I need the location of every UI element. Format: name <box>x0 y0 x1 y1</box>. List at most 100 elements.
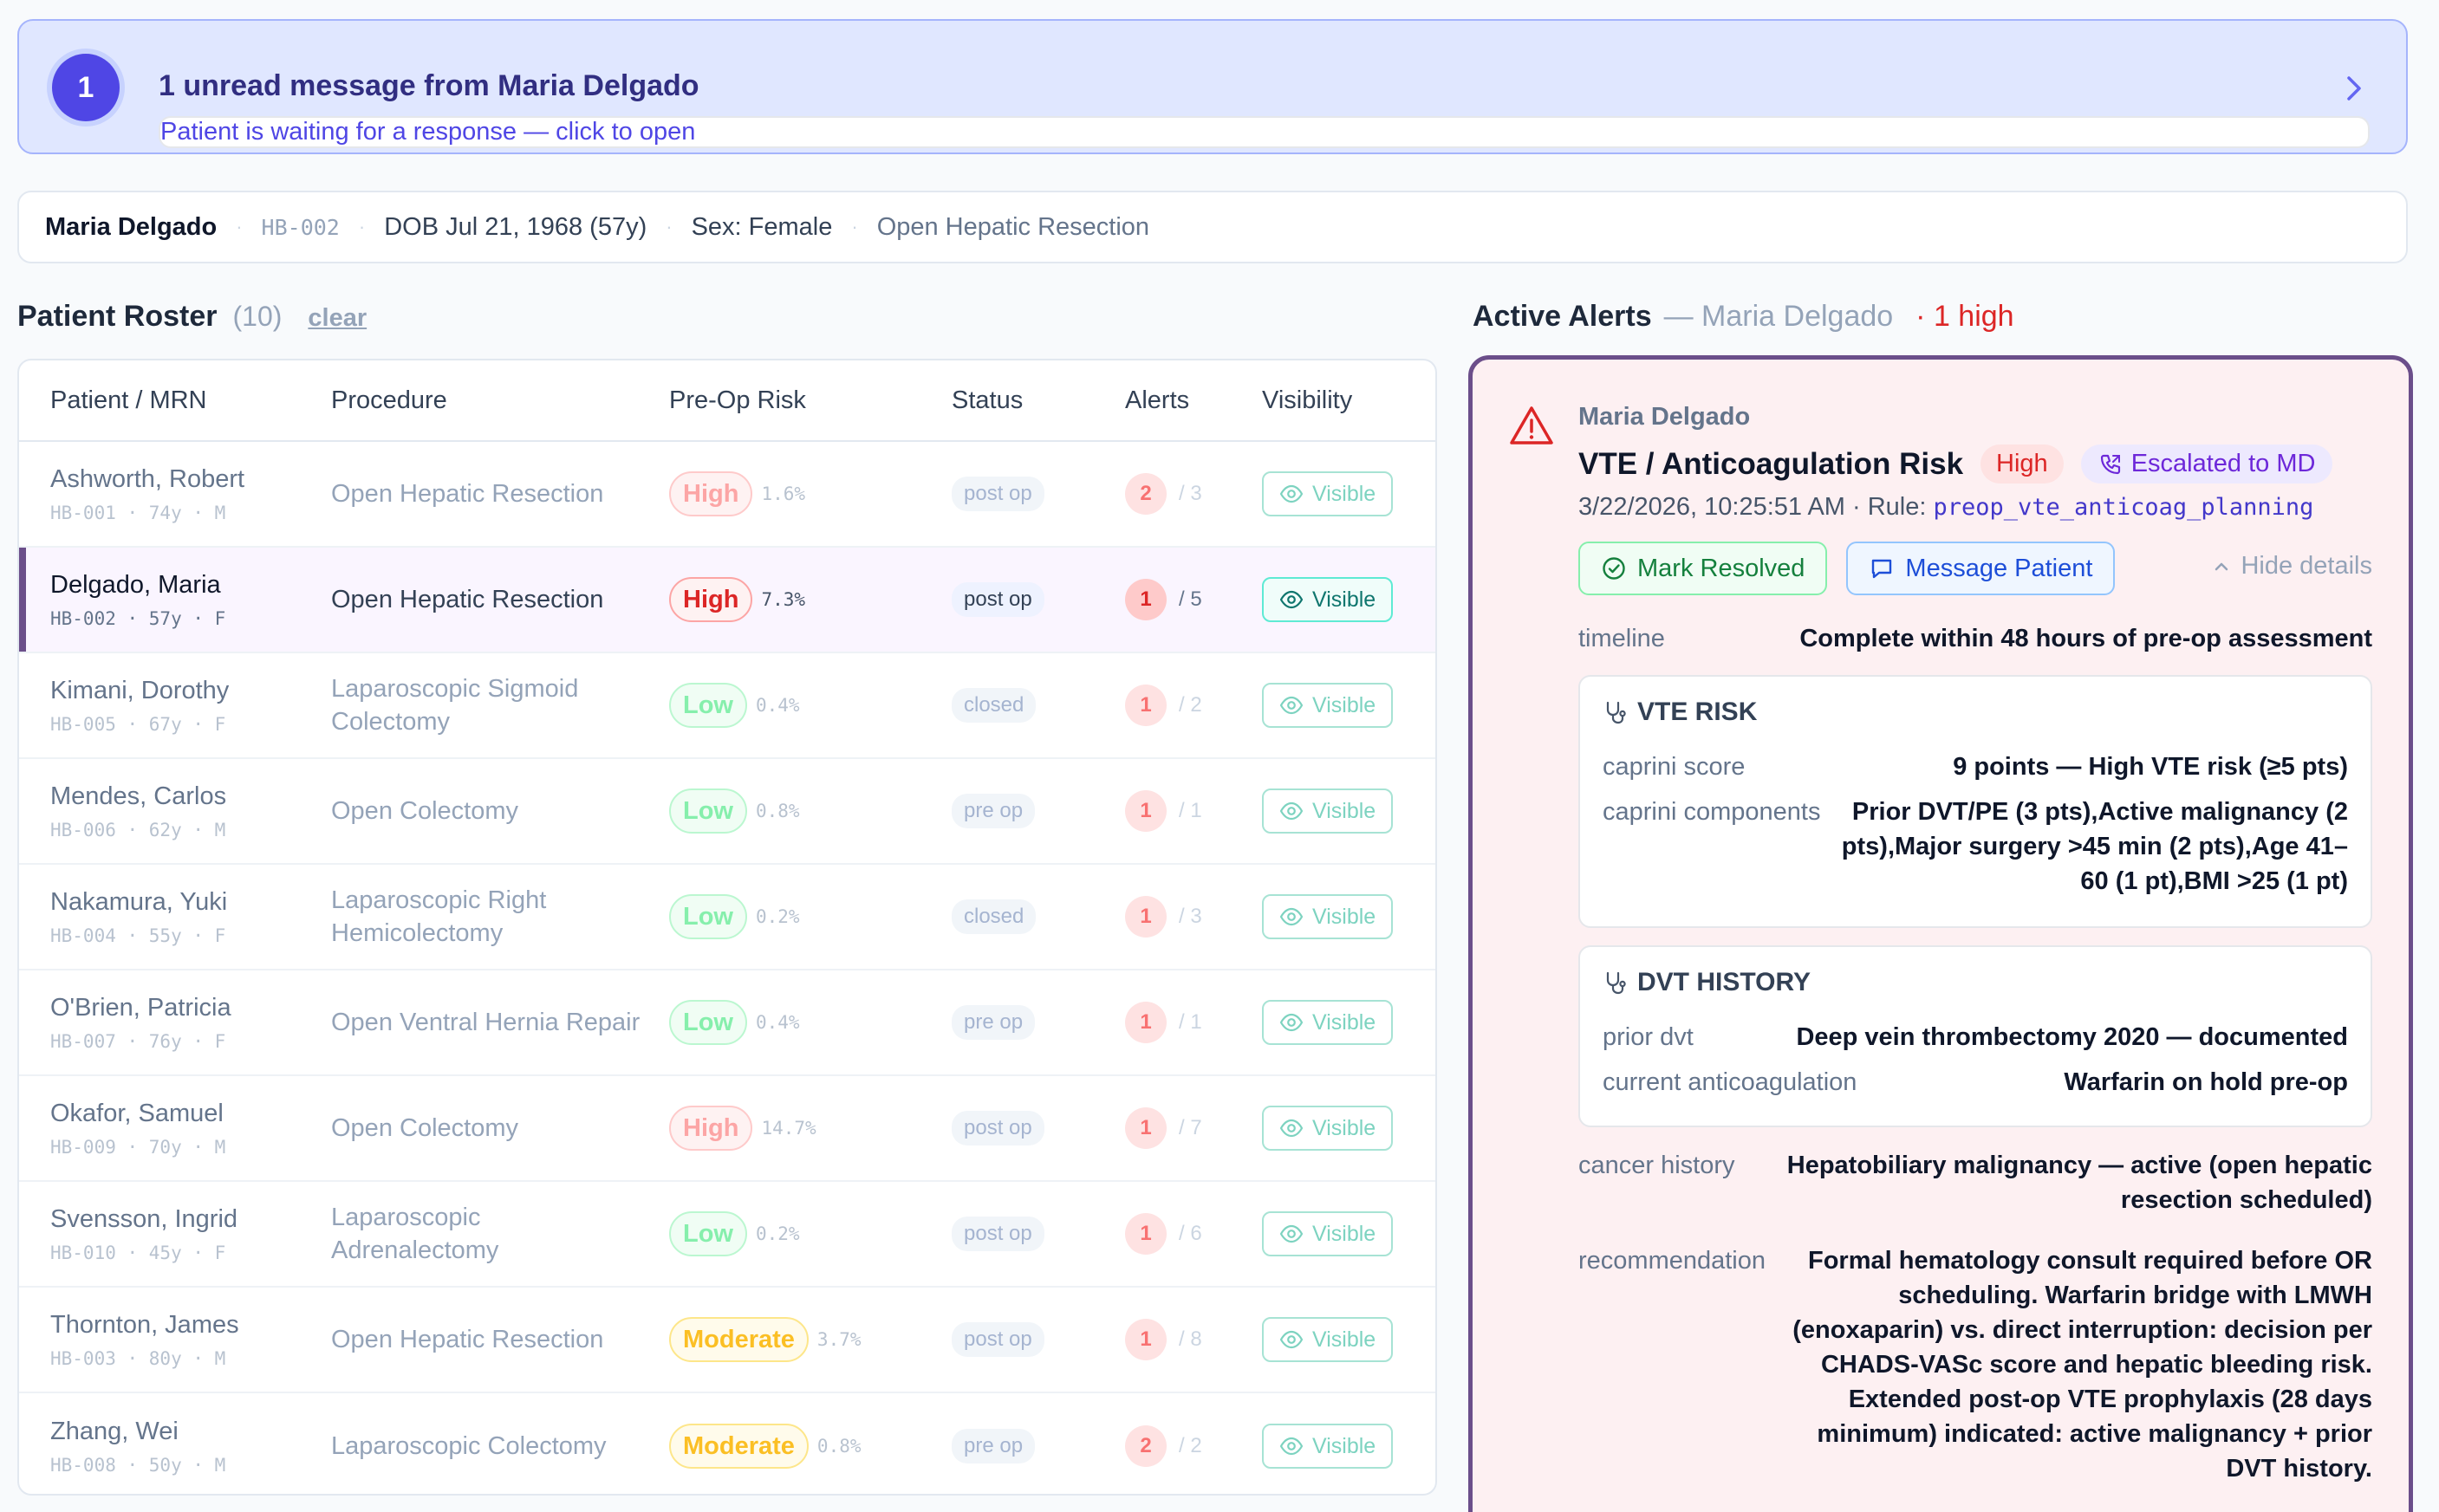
check-circle-icon <box>1603 557 1625 580</box>
alerts-cell: 1 / 7 <box>1125 1107 1202 1149</box>
table-row[interactable]: Zhang, Wei HB-008 · 50y · M Laparoscopic C… <box>19 1393 1435 1494</box>
dvt-history-title: DVT HISTORY <box>1637 968 1811 996</box>
alerts-high-count: · 1 high <box>1915 300 2014 333</box>
risk-percent: 1.6% <box>761 483 806 504</box>
mark-resolved-label: Mark Resolved <box>1637 554 1805 582</box>
column-header-status[interactable]: Status <box>952 386 1024 414</box>
risk-cell: Low 0.2% <box>669 1211 800 1256</box>
visibility-toggle-button[interactable]: Visible <box>1262 577 1394 622</box>
separator: · <box>851 216 858 237</box>
table-row[interactable]: Mendes, Carlos HB-006 · 62y · M Open Colec… <box>19 759 1435 865</box>
clear-filter-link[interactable]: clear <box>308 304 367 332</box>
visibility-toggle-button[interactable]: Visible <box>1262 471 1394 516</box>
risk-badge: Moderate <box>669 1317 809 1362</box>
alert-count-badge: 1 <box>1125 790 1167 832</box>
alert-total: / 6 <box>1179 1222 1202 1245</box>
table-row[interactable]: O'Brien, Patricia HB-007 · 76y · F Open Ve… <box>19 970 1435 1076</box>
status-cell: post op <box>952 1217 1044 1251</box>
vte-risk-section: VTE RISK caprini score 9 points — High V… <box>1578 675 2372 928</box>
visibility-toggle-button[interactable]: Visible <box>1262 1000 1394 1045</box>
risk-badge: High <box>669 577 753 622</box>
procedure-cell: Open Hepatic Resection <box>331 1326 604 1353</box>
alert-total: / 1 <box>1179 799 1202 822</box>
alert-meta: 3/22/2026, 10:25:51 AM · Rule: preop_vte… <box>1578 493 2313 522</box>
column-header-visibility[interactable]: Visibility <box>1262 386 1353 414</box>
column-header-risk[interactable]: Pre-Op Risk <box>669 386 806 414</box>
vte-risk-title-row: VTE RISK <box>1603 698 1757 727</box>
visibility-toggle-button[interactable]: Visible <box>1262 1424 1394 1469</box>
table-body: Ashworth, Robert HB-001 · 74y · M Open Hep… <box>19 442 1435 1494</box>
visibility-toggle-button[interactable]: Visible <box>1262 788 1394 834</box>
procedure-cell: Open Hepatic Resection <box>331 480 604 508</box>
risk-percent: 14.7% <box>761 1118 816 1139</box>
alerts-cell: 1 / 6 <box>1125 1213 1202 1255</box>
alert-total: / 1 <box>1179 1010 1202 1034</box>
risk-badge: Low <box>669 1000 747 1045</box>
visibility-toggle-button[interactable]: Visible <box>1262 1211 1394 1256</box>
alerts-cell: 1 / 1 <box>1125 790 1202 832</box>
visibility-cell: Visible <box>1262 1211 1394 1256</box>
risk-badge: Low <box>669 683 747 728</box>
message-patient-button[interactable]: Message Patient <box>1846 542 2116 595</box>
chevron-right-icon <box>2347 76 2361 101</box>
hide-details-toggle[interactable]: Hide details <box>2211 552 2372 581</box>
risk-badge: Low <box>669 894 747 939</box>
risk-cell: High 7.3% <box>669 577 805 622</box>
visibility-toggle-button[interactable]: Visible <box>1262 894 1394 939</box>
separator: · <box>358 216 366 237</box>
message-patient-label: Message Patient <box>1905 554 2093 582</box>
visibility-toggle-button[interactable]: Visible <box>1262 1317 1394 1362</box>
stethoscope-icon <box>1606 701 1626 724</box>
patient-cell: Svensson, Ingrid HB-010 · 45y · F <box>50 1205 237 1263</box>
vte-risk-title: VTE RISK <box>1637 698 1758 726</box>
status-cell: post op <box>952 477 1044 511</box>
column-header-alerts[interactable]: Alerts <box>1125 386 1190 414</box>
risk-cell: High 1.6% <box>669 471 805 516</box>
risk-cell: High 14.7% <box>669 1106 816 1151</box>
patient-meta: HB-006 · 62y · M <box>50 819 226 840</box>
table-row[interactable]: Svensson, Ingrid HB-010 · 45y · F Laparosc… <box>19 1182 1435 1288</box>
patient-cell: O'Brien, Patricia HB-007 · 76y · F <box>50 994 231 1052</box>
alert-count-badge: 2 <box>1125 1425 1167 1467</box>
recommendation-value: Formal hematology consult required befor… <box>1792 1247 2372 1483</box>
patient-name: Kimani, Dorothy <box>50 676 230 704</box>
mark-resolved-button[interactable]: Mark Resolved <box>1578 542 1828 595</box>
status-badge: post op <box>952 1111 1044 1145</box>
table-row[interactable]: Nakamura, Yuki HB-004 · 55y · F Laparoscop… <box>19 865 1435 970</box>
risk-badge: Low <box>669 1211 747 1256</box>
eye-icon <box>1279 1119 1304 1138</box>
table-row[interactable]: Delgado, Maria HB-002 · 57y · F Open Hepat… <box>19 548 1435 653</box>
column-header-procedure[interactable]: Procedure <box>331 386 447 414</box>
unread-count-badge: 1 <box>52 54 120 121</box>
procedure-cell: Open Ventral Hernia Repair <box>331 1009 641 1036</box>
separator: · <box>236 216 243 237</box>
alerts-cell: 1 / 3 <box>1125 896 1202 938</box>
escalation-badge: Escalated to MD <box>2080 445 2333 483</box>
eye-icon <box>1279 1224 1304 1243</box>
table-row[interactable]: Kimani, Dorothy HB-005 · 67y · F Laparosco… <box>19 653 1435 759</box>
visibility-toggle-button[interactable]: Visible <box>1262 1106 1394 1151</box>
table-row[interactable]: Thornton, James HB-003 · 80y · M Open Hepa… <box>19 1288 1435 1393</box>
column-header-patient[interactable]: Patient / MRN <box>50 386 207 414</box>
visibility-label: Visible <box>1312 1115 1376 1140</box>
patient-name: Zhang, Wei <box>50 1417 179 1445</box>
caprini-components-row: caprini components Prior DVT/PE (3 pts),… <box>1603 795 2348 899</box>
status-badge: closed <box>952 899 1037 934</box>
alert-count-badge: 1 <box>1125 1319 1167 1360</box>
alert-timestamp: 3/22/2026, 10:25:51 AM · Rule: <box>1578 493 1934 521</box>
procedure-cell: Open Hepatic Resection <box>331 586 604 613</box>
dvt-history-title-row: DVT HISTORY <box>1603 968 1811 997</box>
caprini-components-value: Prior DVT/PE (3 pts),Active malignancy (… <box>1841 798 2348 895</box>
status-badge: post op <box>952 1217 1044 1251</box>
eye-icon <box>1279 801 1304 821</box>
escalation-label: Escalated to MD <box>2130 450 2316 477</box>
unread-message-banner[interactable]: 1 1 unread message from Maria Delgado Pa… <box>17 19 2408 154</box>
timeline-value: Complete within 48 hours of pre-op asses… <box>1799 625 2372 652</box>
table-row[interactable]: Okafor, Samuel HB-009 · 70y · M Open Colec… <box>19 1076 1435 1182</box>
roster-title: Patient Roster <box>17 300 218 333</box>
cancer-history-value: Hepatobiliary malignancy — active (open … <box>1786 1152 2372 1214</box>
risk-cell: Low 0.4% <box>669 683 800 728</box>
visibility-toggle-button[interactable]: Visible <box>1262 683 1394 728</box>
patient-meta: HB-008 · 50y · M <box>50 1454 226 1476</box>
table-row[interactable]: Ashworth, Robert HB-001 · 74y · M Open Hep… <box>19 442 1435 548</box>
